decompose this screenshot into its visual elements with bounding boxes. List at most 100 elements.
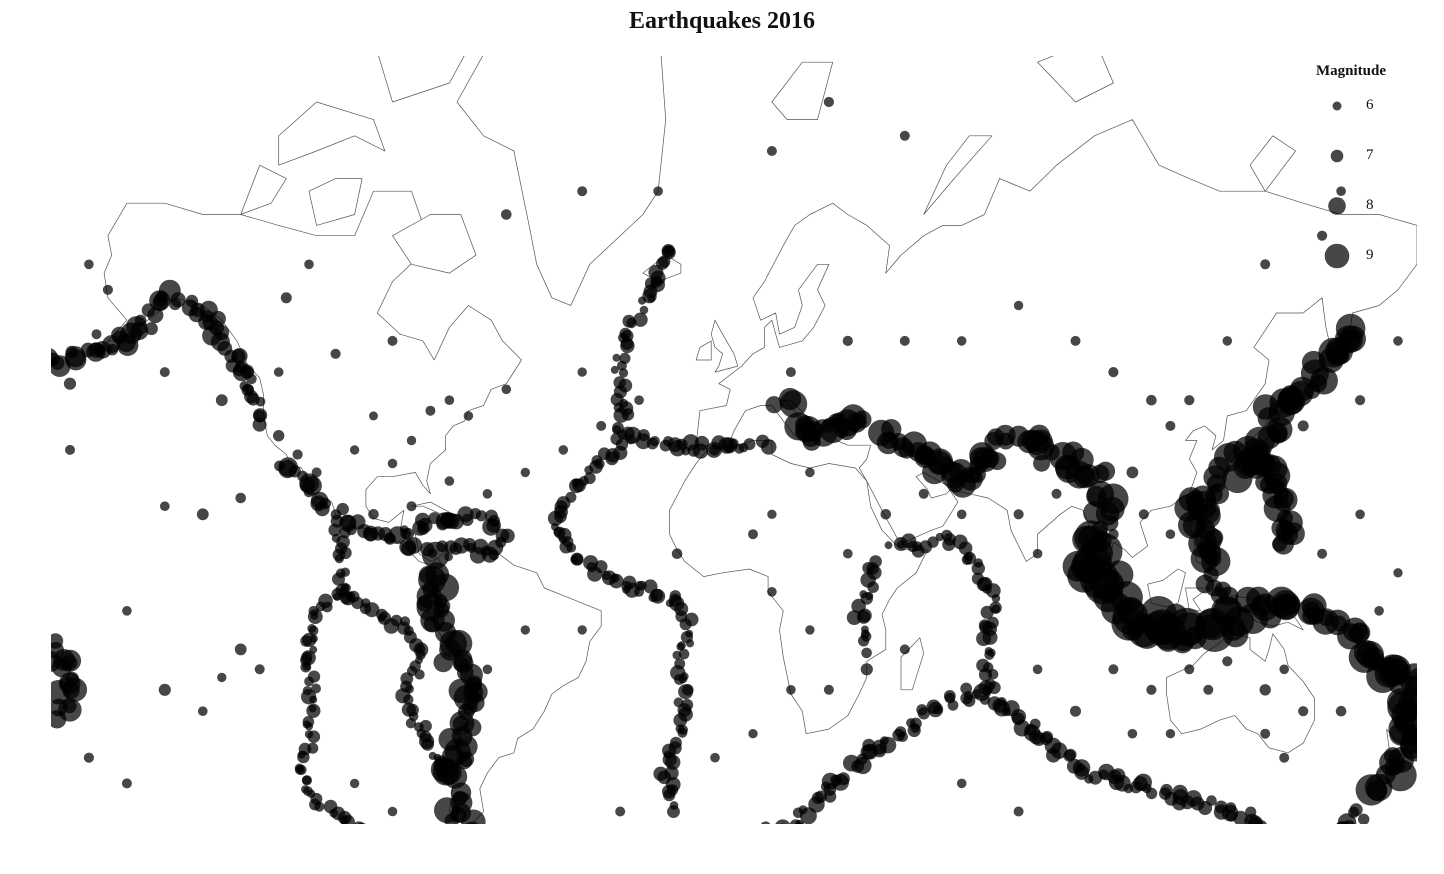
earthquake-marker[interactable] bbox=[215, 394, 228, 407]
earthquake-marker[interactable] bbox=[748, 529, 758, 540]
earthquake-marker[interactable] bbox=[947, 699, 959, 711]
earthquake-marker[interactable] bbox=[653, 186, 663, 196]
earthquake-marker[interactable] bbox=[369, 411, 378, 421]
earthquake-marker[interactable] bbox=[1272, 533, 1294, 555]
earthquake-marker[interactable] bbox=[662, 784, 676, 799]
earthquake-marker[interactable] bbox=[1298, 706, 1309, 717]
earthquake-marker[interactable] bbox=[217, 672, 227, 683]
earthquake-marker[interactable] bbox=[862, 738, 876, 752]
earthquake-marker[interactable] bbox=[1335, 821, 1351, 824]
earthquake-marker[interactable] bbox=[1108, 664, 1119, 675]
earthquake-marker[interactable] bbox=[304, 730, 314, 739]
earthquake-marker[interactable] bbox=[1146, 684, 1157, 695]
earthquake-marker[interactable] bbox=[634, 395, 644, 406]
earthquake-marker[interactable] bbox=[425, 405, 436, 416]
earthquake-marker[interactable] bbox=[1072, 759, 1091, 777]
earthquake-marker[interactable] bbox=[1051, 488, 1062, 499]
earthquake-marker[interactable] bbox=[235, 492, 246, 504]
earthquake-marker[interactable] bbox=[583, 555, 599, 571]
earthquake-marker[interactable] bbox=[406, 435, 417, 446]
earthquake-marker[interactable] bbox=[980, 605, 994, 619]
earthquake-marker[interactable] bbox=[899, 130, 910, 141]
earthquake-marker[interactable] bbox=[433, 652, 454, 673]
earthquake-marker[interactable] bbox=[403, 694, 414, 705]
earthquake-marker[interactable] bbox=[520, 467, 530, 478]
earthquake-marker[interactable] bbox=[134, 314, 147, 327]
earthquake-marker[interactable] bbox=[306, 703, 321, 718]
earthquake-marker[interactable] bbox=[405, 537, 423, 554]
earthquake-marker[interactable] bbox=[942, 538, 956, 551]
earthquake-marker[interactable] bbox=[311, 467, 322, 478]
earthquake-marker[interactable] bbox=[63, 699, 77, 714]
earthquake-marker[interactable] bbox=[273, 367, 284, 377]
earthquake-marker[interactable] bbox=[658, 255, 671, 268]
earthquake-marker[interactable] bbox=[421, 738, 434, 751]
earthquake-marker[interactable] bbox=[383, 618, 400, 634]
earthquake-marker[interactable] bbox=[122, 606, 132, 616]
earthquake-marker[interactable] bbox=[633, 312, 648, 327]
earthquake-marker[interactable] bbox=[1233, 810, 1248, 824]
earthquake-marker[interactable] bbox=[62, 681, 80, 700]
earthquake-marker[interactable] bbox=[1335, 705, 1347, 717]
earthquake-marker[interactable] bbox=[917, 707, 930, 720]
earthquake-marker[interactable] bbox=[665, 754, 681, 770]
earthquake-marker[interactable] bbox=[1184, 664, 1195, 675]
earthquake-marker[interactable] bbox=[1145, 787, 1158, 800]
earthquake-marker[interactable] bbox=[846, 610, 862, 625]
earthquake-marker[interactable] bbox=[987, 681, 1001, 695]
earthquake-marker[interactable] bbox=[893, 437, 914, 458]
earthquake-marker[interactable] bbox=[653, 766, 668, 781]
earthquake-marker[interactable] bbox=[501, 384, 512, 395]
earthquake-marker[interactable] bbox=[1408, 667, 1417, 690]
earthquake-marker[interactable] bbox=[65, 444, 75, 455]
earthquake-marker[interactable] bbox=[927, 536, 939, 548]
earthquake-marker[interactable] bbox=[858, 635, 870, 647]
earthquake-marker[interactable] bbox=[566, 542, 577, 553]
earthquake-marker[interactable] bbox=[958, 541, 973, 555]
earthquake-marker[interactable] bbox=[1358, 813, 1370, 824]
earthquake-marker[interactable] bbox=[159, 367, 170, 378]
earthquake-marker[interactable] bbox=[899, 335, 910, 346]
earthquake-marker[interactable] bbox=[1259, 684, 1271, 696]
earthquake-marker[interactable] bbox=[1222, 336, 1233, 346]
earthquake-marker[interactable] bbox=[679, 618, 692, 631]
earthquake-marker[interactable] bbox=[558, 445, 569, 455]
earthquake-marker[interactable] bbox=[880, 509, 892, 520]
earthquake-marker[interactable] bbox=[292, 449, 303, 460]
earthquake-marker[interactable] bbox=[1102, 514, 1119, 532]
earthquake-marker[interactable] bbox=[1165, 420, 1176, 431]
earthquake-marker[interactable] bbox=[814, 790, 828, 803]
earthquake-marker[interactable] bbox=[255, 396, 266, 407]
earthquake-marker[interactable] bbox=[475, 510, 487, 522]
earthquake-marker[interactable] bbox=[987, 648, 996, 657]
earthquake-marker[interactable] bbox=[1203, 567, 1219, 583]
earthquake-marker[interactable] bbox=[765, 396, 783, 414]
earthquake-marker[interactable] bbox=[314, 801, 325, 812]
earthquake-marker[interactable] bbox=[1126, 466, 1139, 479]
earthquake-marker[interactable] bbox=[51, 710, 67, 729]
earthquake-marker[interactable] bbox=[767, 587, 777, 597]
earthquake-marker[interactable] bbox=[1336, 186, 1346, 196]
earthquake-marker[interactable] bbox=[400, 528, 412, 540]
earthquake-marker[interactable] bbox=[672, 650, 682, 660]
earthquake-marker[interactable] bbox=[577, 367, 587, 377]
earthquake-marker[interactable] bbox=[842, 335, 853, 346]
earthquake-marker[interactable] bbox=[613, 407, 629, 423]
earthquake-marker[interactable] bbox=[853, 410, 872, 429]
earthquake-marker[interactable] bbox=[254, 664, 265, 675]
earthquake-marker[interactable] bbox=[650, 588, 664, 602]
earthquake-marker[interactable] bbox=[51, 356, 65, 370]
earthquake-marker[interactable] bbox=[682, 684, 694, 696]
earthquake-marker[interactable] bbox=[678, 648, 690, 660]
earthquake-marker[interactable] bbox=[843, 548, 853, 559]
earthquake-marker[interactable] bbox=[677, 641, 686, 650]
earthquake-marker[interactable] bbox=[1050, 742, 1068, 759]
earthquake-marker[interactable] bbox=[1001, 707, 1011, 717]
earthquake-marker[interactable] bbox=[943, 690, 956, 702]
earthquake-marker[interactable] bbox=[1210, 586, 1229, 604]
earthquake-marker[interactable] bbox=[1070, 335, 1081, 346]
earthquake-marker[interactable] bbox=[387, 335, 398, 346]
earthquake-marker[interactable] bbox=[1184, 395, 1195, 406]
earthquake-marker[interactable] bbox=[160, 501, 170, 512]
earthquake-marker[interactable] bbox=[349, 445, 360, 455]
